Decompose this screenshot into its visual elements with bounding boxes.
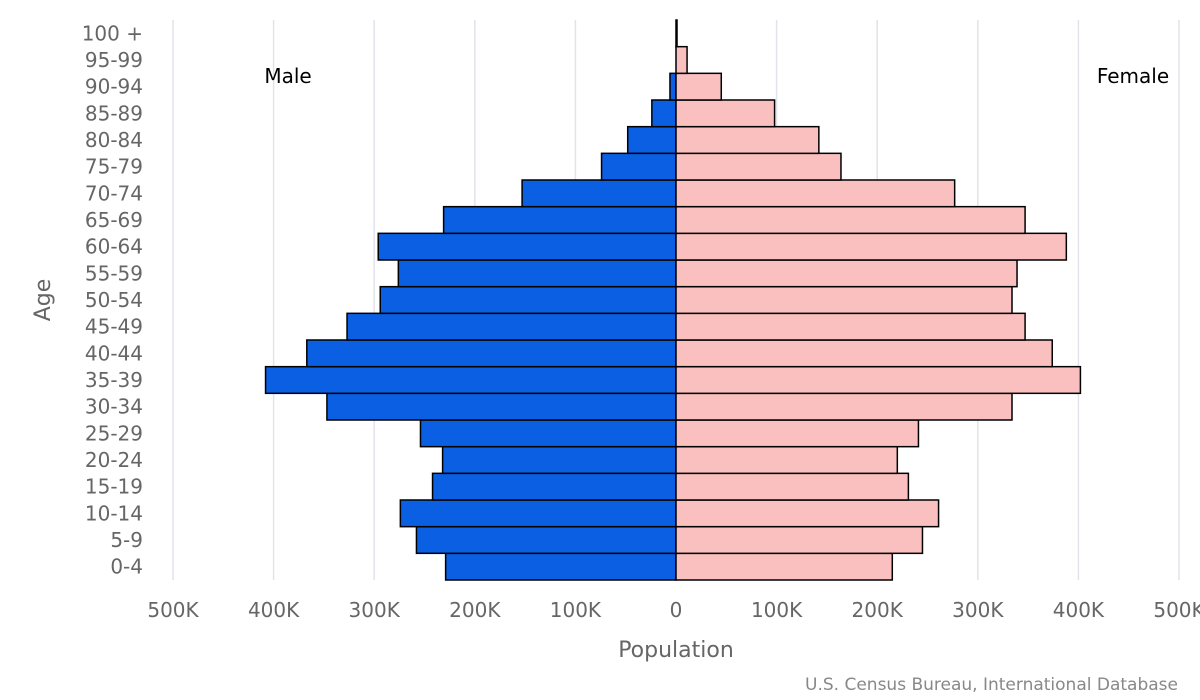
x-tick-label: 200K <box>449 598 501 622</box>
male-bar <box>441 445 677 475</box>
male-bar <box>306 339 677 368</box>
male-bar <box>431 472 677 501</box>
female-bar <box>675 152 842 181</box>
female-bar <box>675 205 1026 235</box>
male-bar <box>626 125 677 155</box>
male-bar <box>600 152 677 181</box>
female-bar <box>675 339 1053 368</box>
female-bar <box>675 285 1013 315</box>
x-tick-label: 300K <box>952 598 1004 622</box>
x-tick-label: 500K <box>1153 598 1200 622</box>
x-tick-label: 400K <box>248 598 300 622</box>
female-bar <box>675 179 956 208</box>
female-bar <box>675 125 820 155</box>
y-tick-label: 50-54 <box>85 288 143 312</box>
female-bar <box>675 99 776 128</box>
y-tick-label: 90-94 <box>85 75 143 99</box>
female-bar <box>675 392 1013 421</box>
y-axis-title: Age <box>31 279 56 322</box>
male-bar <box>521 179 677 208</box>
male-bar <box>442 205 677 235</box>
x-tick-labels: 500K 400K 300K 200K 100K 0 100K 200K 300K 400K 500… <box>147 598 1200 622</box>
y-tick-label: 100 + <box>82 21 143 45</box>
y-tick-label: 15-19 <box>85 475 143 499</box>
male-bar <box>669 72 677 101</box>
y-tick-label: 85-89 <box>85 101 143 125</box>
male-bar <box>377 232 677 261</box>
male-bar <box>379 285 677 315</box>
female-bar <box>675 232 1068 261</box>
y-tick-label: 40-44 <box>85 341 143 365</box>
female-bar <box>675 552 894 581</box>
y-tick-label: 0-4 <box>110 555 143 579</box>
male-bar <box>397 259 677 288</box>
female-bar <box>675 45 688 75</box>
bars <box>264 19 1082 581</box>
male-series-label: Male <box>264 64 311 88</box>
female-bar <box>675 499 940 528</box>
y-tick-label: 70-74 <box>85 181 143 205</box>
female-bar <box>675 525 924 555</box>
male-bar <box>399 499 677 528</box>
y-tick-label: 75-79 <box>85 155 143 179</box>
female-bar <box>675 365 1082 395</box>
y-tick-label: 95-99 <box>85 48 143 72</box>
y-tick-label: 45-49 <box>85 315 143 339</box>
x-tick-label: 400K <box>1053 598 1105 622</box>
female-bar <box>675 445 899 475</box>
female-series-label: Female <box>1097 64 1169 88</box>
male-bar <box>444 552 677 581</box>
female-bar <box>675 19 678 48</box>
male-bar <box>264 365 677 395</box>
male-bar <box>651 99 677 128</box>
y-tick-label: 20-24 <box>85 448 143 472</box>
x-tick-label: 500K <box>147 598 199 622</box>
male-bar <box>415 525 677 555</box>
female-bar <box>675 312 1026 341</box>
x-tick-label: 100K <box>751 598 803 622</box>
y-tick-label: 80-84 <box>85 128 143 152</box>
x-axis-title: Population <box>618 638 734 663</box>
y-tick-label: 35-39 <box>85 368 143 392</box>
y-tick-label: 5-9 <box>110 528 143 552</box>
x-tick-label: 100K <box>550 598 602 622</box>
male-bar <box>346 312 677 341</box>
x-tick-label: 0 <box>670 598 683 622</box>
y-tick-label: 65-69 <box>85 208 143 232</box>
x-tick-label: 300K <box>349 598 401 622</box>
male-bar <box>326 392 677 421</box>
y-tick-label: 25-29 <box>85 421 143 445</box>
female-bar <box>675 419 920 448</box>
female-bar <box>675 472 910 501</box>
y-tick-label: 10-14 <box>85 501 143 525</box>
credit-text: U.S. Census Bureau, International Databa… <box>805 675 1178 695</box>
female-bar <box>675 72 723 101</box>
y-tick-label: 30-34 <box>85 395 143 419</box>
female-bar <box>675 259 1018 288</box>
y-tick-label: 60-64 <box>85 235 143 259</box>
y-tick-label: 55-59 <box>85 261 143 285</box>
x-tick-label: 200K <box>852 598 904 622</box>
male-bar <box>419 419 677 448</box>
